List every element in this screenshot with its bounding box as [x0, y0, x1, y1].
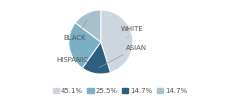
- Text: WHITE: WHITE: [121, 26, 143, 38]
- Legend: 45.1%, 25.5%, 14.7%, 14.7%: 45.1%, 25.5%, 14.7%, 14.7%: [50, 85, 190, 97]
- Wedge shape: [75, 10, 101, 42]
- Text: HISPANIC: HISPANIC: [57, 49, 89, 63]
- Wedge shape: [101, 10, 133, 72]
- Text: BLACK: BLACK: [64, 20, 87, 41]
- Wedge shape: [69, 23, 101, 68]
- Text: ASIAN: ASIAN: [99, 45, 147, 68]
- Wedge shape: [82, 42, 110, 74]
